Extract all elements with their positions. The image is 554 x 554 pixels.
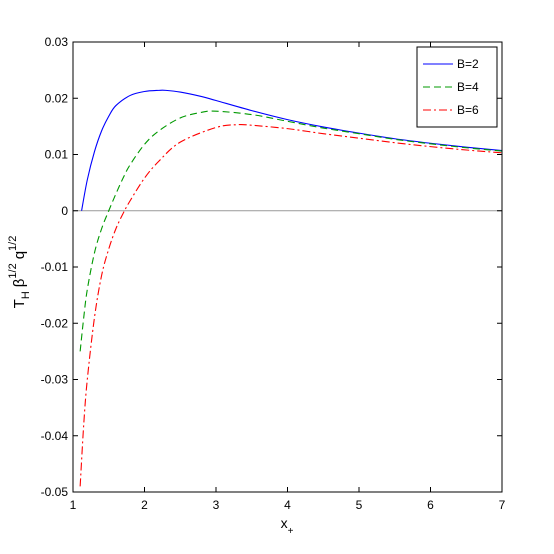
- y-axis-label-beta-sup: 1/2: [7, 263, 19, 278]
- y-tick-label: 0.03: [45, 35, 69, 49]
- y-tick-label: 0: [61, 204, 68, 218]
- y-tick-label: -0.03: [41, 373, 69, 387]
- y-tick-label: -0.01: [41, 260, 69, 274]
- legend-label-3: B=6: [457, 103, 479, 117]
- series-line-3: [79, 123, 503, 487]
- series-line-2: [79, 110, 503, 352]
- x-axis-label-sub: +: [288, 526, 294, 537]
- x-tick-label: 3: [213, 498, 220, 512]
- y-axis-label-q: q: [11, 251, 28, 259]
- series-line-1: [81, 89, 503, 211]
- y-tick-label: 0.02: [45, 91, 69, 105]
- x-axis-label-main: x: [281, 515, 288, 531]
- x-tick-label: 1: [70, 498, 77, 512]
- y-axis-ticks: -0.05 -0.04 -0.03 -0.02 -0.01 0 0.01 0.02 0.03: [41, 35, 502, 499]
- x-tick-label: 4: [284, 498, 291, 512]
- y-axis-label-beta: β: [11, 278, 28, 287]
- y-tick-label: -0.02: [41, 316, 69, 330]
- x-tick-label: 6: [427, 498, 434, 512]
- legend-label-2: B=4: [457, 80, 479, 94]
- y-tick-label: -0.04: [41, 429, 69, 443]
- legend-box: [416, 46, 498, 128]
- x-axis-ticks: 1 2 3 4 5 6 7: [70, 42, 506, 512]
- y-tick-label: 0.01: [45, 148, 69, 162]
- legend-label-1: B=2: [457, 57, 479, 71]
- x-tick-label: 7: [499, 498, 506, 512]
- y-axis-label-t-sub: H: [20, 291, 32, 299]
- legend: B=2 B=4 B=6: [416, 46, 498, 128]
- series-layer: [79, 89, 503, 487]
- x-tick-label: 2: [141, 498, 148, 512]
- y-axis-label: THβ1/2q1/2: [7, 236, 32, 309]
- y-axis-label-t: T: [11, 299, 28, 308]
- x-axis-label: x+: [281, 515, 294, 537]
- x-tick-label: 5: [356, 498, 363, 512]
- y-tick-label: -0.05: [41, 485, 69, 499]
- y-axis-label-q-sup: 1/2: [7, 236, 19, 251]
